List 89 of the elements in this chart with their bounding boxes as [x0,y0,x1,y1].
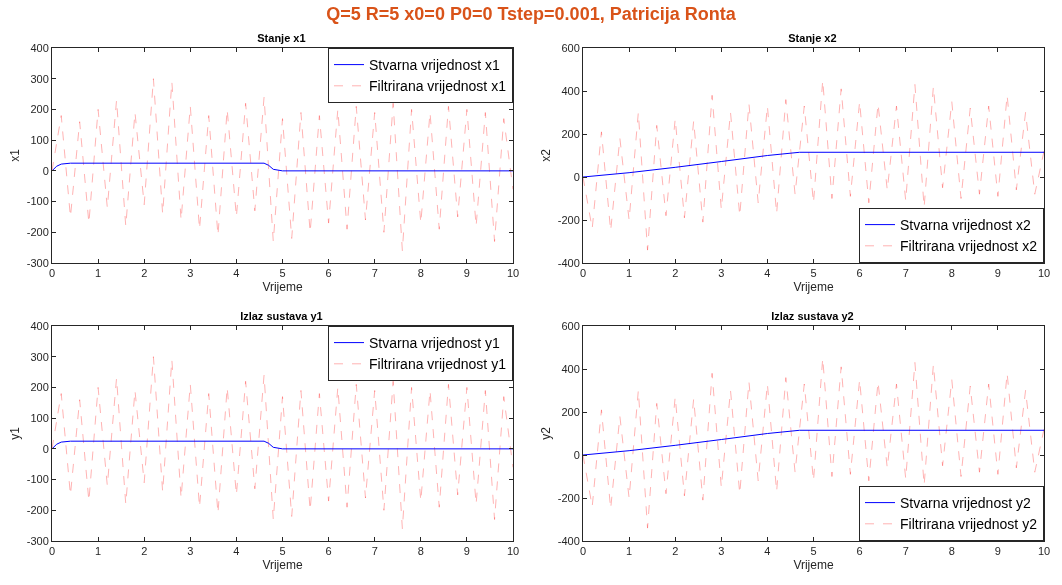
x-tick-label: 7 [371,267,378,280]
y-tick-label: -100 [26,473,49,486]
x-tick-label: 10 [1037,267,1051,280]
x-tick-label: 6 [856,267,863,280]
x-tick-label: 8 [948,267,955,280]
y-tick-label: 400 [561,84,580,97]
x-tick-label: 2 [672,267,679,280]
x-tick-label: 4 [233,267,240,280]
x-tick-label: 5 [279,545,286,558]
x-tick-label: 4 [233,545,240,558]
x-tick-label: 9 [994,545,1001,558]
y-axis-title: x2 [539,148,554,162]
legend-label: Stvarna vrijednost x2 [900,217,1031,234]
x-tick-label: 7 [371,545,378,558]
y-tick-label: 200 [561,127,580,140]
chart-title: Izlaz sustava y1 [240,309,323,322]
y-tick-label: -400 [557,534,580,547]
x-tick-label: 3 [187,267,194,280]
y-tick-label: -200 [557,491,580,504]
x-tick-label: 7 [902,267,909,280]
x-tick-label: 7 [902,545,909,558]
y-tick-label: 300 [30,350,49,363]
x-tick-label: 10 [506,267,520,280]
x-tick-label: 5 [810,545,817,558]
x-tick-label: 2 [141,267,148,280]
y-tick-label: 400 [30,319,49,332]
x-tick-label: 2 [141,545,148,558]
x-tick-label: 10 [506,545,520,558]
x-tick-label: 9 [463,545,470,558]
x-tick-label: 2 [672,545,679,558]
y-tick-label: 600 [561,41,580,54]
x-tick-label: 3 [718,267,725,280]
y-tick-label: 100 [30,411,49,424]
x-tick-label: 8 [417,267,424,280]
x-axis-title: Vrijeme [262,280,303,295]
x-tick-label: 10 [1037,545,1051,558]
legend-label: Filtrirana vrijednost x1 [369,78,507,95]
x-tick-label: 4 [764,545,771,558]
y-tick-label: 0 [573,170,580,183]
chart-title: Stanje x1 [257,31,306,44]
text: Q=5 R=5 x0=0 P0=0 Tstep=0.001, Patricija Ronta [325,4,737,25]
legend-label: Stvarna vrijednost x1 [369,57,500,74]
y-tick-label: -100 [26,195,49,208]
y-tick-label: -300 [26,256,49,269]
y-tick-label: -300 [26,534,49,547]
x-tick-label: 6 [325,267,332,280]
y-tick-label: -200 [26,226,49,239]
x-tick-label: 6 [856,545,863,558]
y-tick-label: 0 [42,164,49,177]
x-tick-label: 3 [187,545,194,558]
x-tick-label: 9 [994,267,1001,280]
x-tick-label: 8 [417,545,424,558]
chart-title: Stanje x2 [788,31,837,44]
y-tick-label: 400 [30,41,49,54]
x-axis-title: Vrijeme [793,558,834,573]
x-tick-label: 1 [626,267,633,280]
x-tick-label: 6 [325,545,332,558]
y-axis-title: y1 [8,426,23,440]
y-tick-label: -400 [557,256,580,269]
x-tick-label: 8 [948,545,955,558]
legend-label: Stvarna vrijednost y2 [900,495,1031,512]
x-tick-label: 9 [463,267,470,280]
legend-label: Filtrirana vrijednost y1 [369,356,507,373]
y-tick-label: 200 [561,405,580,418]
y-tick-label: 0 [42,442,49,455]
x-tick-label: 1 [95,545,102,558]
y-axis-title: x1 [8,148,23,162]
y-tick-label: 600 [561,319,580,332]
y-tick-label: 400 [561,362,580,375]
y-tick-label: 200 [30,381,49,394]
y-tick-label: 200 [30,103,49,116]
x-axis-title: Vrijeme [262,558,303,573]
x-tick-label: 5 [279,267,286,280]
x-axis-title: Vrijeme [793,280,834,295]
x-tick-label: 3 [718,545,725,558]
x-tick-label: 1 [95,267,102,280]
chart-title: Izlaz sustava y2 [771,309,854,322]
y-tick-label: -200 [26,504,49,517]
y-tick-label: 300 [30,72,49,85]
legend-label: Stvarna vrijednost y1 [369,335,500,352]
legend-label: Filtrirana vrijednost x2 [900,238,1038,255]
y-tick-label: 100 [30,133,49,146]
y-axis-title: y2 [539,426,554,440]
x-tick-label: 1 [626,545,633,558]
x-tick-label: 4 [764,267,771,280]
legend-label: Filtrirana vrijednost y2 [900,516,1038,533]
y-tick-label: -200 [557,213,580,226]
x-tick-label: 5 [810,267,817,280]
y-tick-label: 0 [573,448,580,461]
